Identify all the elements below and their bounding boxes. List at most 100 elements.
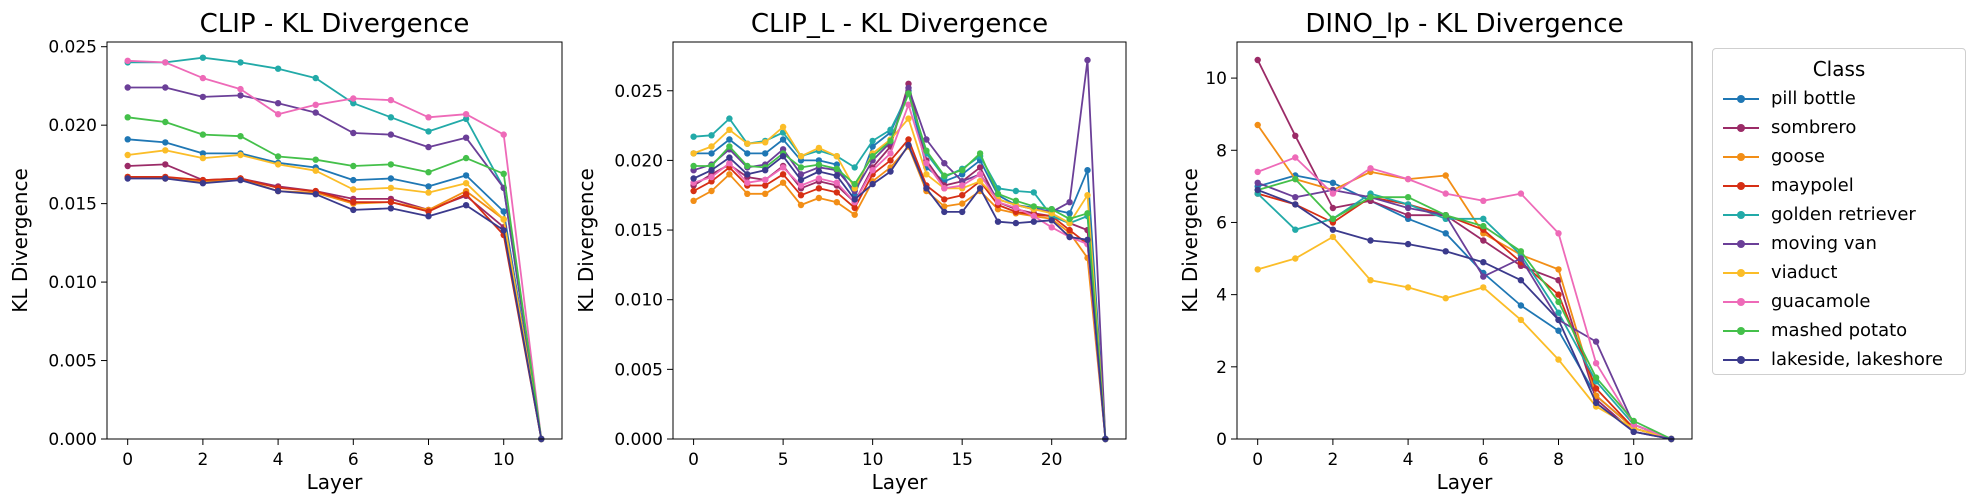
data-point [1442, 190, 1449, 197]
data-point [350, 95, 357, 102]
data-point [237, 151, 244, 159]
chart-panel-1: 0 5 10 15 20 0.000 0.005 0.010 0.015 0.020 0.025 CL… [574, 9, 1127, 494]
data-point [1084, 236, 1091, 243]
legend-swatch [1723, 121, 1759, 135]
data-point [744, 190, 751, 197]
data-point [887, 126, 894, 133]
legend-label: goose [1771, 146, 1825, 167]
data-point [744, 179, 751, 186]
data-point [976, 171, 984, 178]
legend-label: moving van [1771, 233, 1877, 254]
data-point [887, 157, 894, 164]
data-point [1517, 248, 1525, 255]
data-point [797, 176, 805, 184]
data-point [1480, 284, 1487, 291]
data-point [199, 54, 207, 61]
data-point [350, 206, 357, 214]
data-point [869, 180, 876, 188]
data-point [462, 115, 470, 123]
data-point [1066, 233, 1073, 241]
series-line [1257, 178, 1672, 440]
data-point [1329, 190, 1337, 197]
series-line [127, 176, 543, 440]
data-point [779, 153, 787, 160]
data-point [462, 154, 470, 162]
data-point [797, 192, 805, 199]
x-tick-label: 10 [493, 450, 515, 470]
data-point [162, 139, 169, 146]
data-point [1292, 255, 1299, 262]
data-point [1329, 226, 1337, 233]
series-line [127, 138, 543, 440]
y-axis-label: KL Divergence [574, 168, 598, 313]
data-point [941, 203, 948, 210]
data-point [1630, 428, 1637, 435]
y-tick-label: 0 [1216, 430, 1227, 450]
data-point [1480, 197, 1487, 204]
data-point [312, 101, 319, 109]
data-point [350, 129, 357, 137]
data-point [162, 175, 169, 182]
data-point [237, 176, 244, 184]
data-point [1555, 316, 1562, 324]
x-tick-label: 4 [1403, 450, 1414, 470]
data-point [976, 150, 984, 157]
data-point [1329, 233, 1337, 241]
data-point [941, 196, 948, 203]
data-point [462, 202, 470, 209]
legend: Class pill bottle sombrero goose maypolel go… [1712, 48, 1966, 375]
series-line [1256, 59, 1672, 440]
series-line [1257, 174, 1672, 440]
y-tick-label: 0.000 [48, 430, 97, 450]
data-point [237, 85, 244, 93]
data-point [762, 150, 769, 157]
data-point [1012, 219, 1020, 227]
data-point [851, 196, 858, 203]
data-point [833, 189, 840, 196]
data-point [815, 144, 823, 152]
data-point [726, 160, 733, 167]
data-point [124, 151, 131, 159]
axes-frame [106, 41, 563, 440]
data-point [1084, 210, 1091, 217]
x-tick-label: 5 [778, 450, 789, 470]
data-point [941, 185, 948, 192]
x-tick-label: 10 [1623, 450, 1645, 470]
data-point [1517, 316, 1525, 324]
data-point [1404, 212, 1412, 219]
data-point [387, 198, 395, 206]
data-point [274, 111, 282, 118]
data-point [1030, 212, 1038, 220]
x-tick-label: 10 [862, 450, 884, 470]
y-tick-label: 0.005 [614, 360, 663, 380]
y-tick-label: 0.015 [614, 221, 663, 241]
data-point [124, 84, 131, 91]
data-point [815, 161, 823, 168]
y-axis-label: KL Divergence [8, 168, 32, 313]
data-point [199, 93, 207, 101]
data-point [1517, 302, 1525, 309]
data-point [779, 136, 787, 143]
data-point [941, 172, 948, 179]
data-point [1592, 385, 1600, 392]
x-tick-label: 2 [1327, 450, 1338, 470]
y-tick-label: 0.010 [48, 273, 97, 293]
data-point [833, 172, 840, 179]
data-point [726, 126, 733, 133]
axes-frame [672, 41, 1127, 440]
data-point [976, 164, 984, 171]
data-point [851, 211, 858, 218]
data-point [1592, 374, 1600, 381]
legend-label: lakeside, lakeshore [1771, 349, 1943, 370]
data-point [162, 161, 169, 168]
data-point [744, 171, 751, 178]
y-tick-label: 6 [1216, 213, 1227, 233]
data-point [425, 143, 432, 151]
data-point [779, 179, 787, 186]
series-line [693, 138, 1107, 440]
data-point [1254, 266, 1261, 273]
data-point [744, 140, 751, 147]
data-point [500, 216, 507, 223]
series-line [127, 86, 543, 440]
data-point [1254, 121, 1261, 129]
